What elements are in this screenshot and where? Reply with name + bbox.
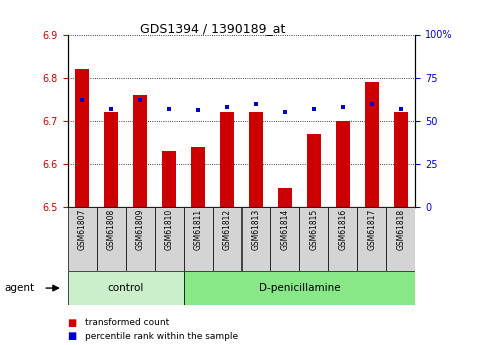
Point [339, 104, 347, 110]
Text: GSM61816: GSM61816 [339, 209, 347, 250]
Text: GSM61808: GSM61808 [107, 209, 115, 250]
Bar [126, 207, 155, 271]
Point [136, 97, 144, 103]
Bar [299, 207, 328, 271]
Bar [68, 271, 184, 305]
Bar [184, 271, 415, 305]
Text: control: control [107, 283, 144, 293]
Point [223, 104, 231, 110]
Bar [386, 207, 415, 271]
Text: GSM61818: GSM61818 [397, 209, 405, 250]
Point [281, 109, 289, 115]
Bar [394, 112, 408, 207]
Bar [357, 207, 386, 271]
Text: GSM61813: GSM61813 [252, 209, 260, 250]
Text: ■: ■ [68, 318, 77, 327]
Bar [220, 112, 234, 207]
Text: ■: ■ [68, 332, 77, 341]
Bar [97, 207, 126, 271]
Point [368, 101, 376, 106]
Point [194, 108, 202, 113]
Text: GSM61807: GSM61807 [78, 209, 86, 250]
Bar [336, 121, 350, 207]
Text: GSM61809: GSM61809 [136, 209, 144, 250]
Text: agent: agent [5, 283, 35, 293]
Point [107, 106, 115, 111]
Point [252, 101, 260, 106]
Text: GSM61812: GSM61812 [223, 209, 231, 250]
Bar [249, 112, 263, 207]
Bar [155, 207, 184, 271]
Bar [184, 207, 213, 271]
Bar [68, 207, 97, 271]
Bar [307, 134, 321, 207]
Bar [278, 188, 292, 207]
Text: GSM61817: GSM61817 [368, 209, 376, 250]
Text: GSM61810: GSM61810 [165, 209, 173, 250]
Point [397, 106, 405, 111]
Text: GDS1394 / 1390189_at: GDS1394 / 1390189_at [140, 22, 285, 36]
Point [310, 106, 318, 111]
Bar [191, 147, 205, 207]
Bar [270, 207, 299, 271]
Text: GSM61811: GSM61811 [194, 209, 202, 250]
Bar [162, 151, 176, 207]
Text: GSM61814: GSM61814 [281, 209, 289, 250]
Bar [328, 207, 357, 271]
Bar [242, 207, 270, 271]
Bar [104, 112, 118, 207]
Text: D-penicillamine: D-penicillamine [259, 283, 340, 293]
Text: percentile rank within the sample: percentile rank within the sample [85, 332, 238, 341]
Bar [75, 69, 89, 207]
Point [78, 97, 86, 103]
Text: transformed count: transformed count [85, 318, 169, 327]
Bar [365, 82, 379, 207]
Point [165, 106, 173, 111]
Bar [213, 207, 242, 271]
Bar [133, 95, 147, 207]
Text: GSM61815: GSM61815 [310, 209, 318, 250]
